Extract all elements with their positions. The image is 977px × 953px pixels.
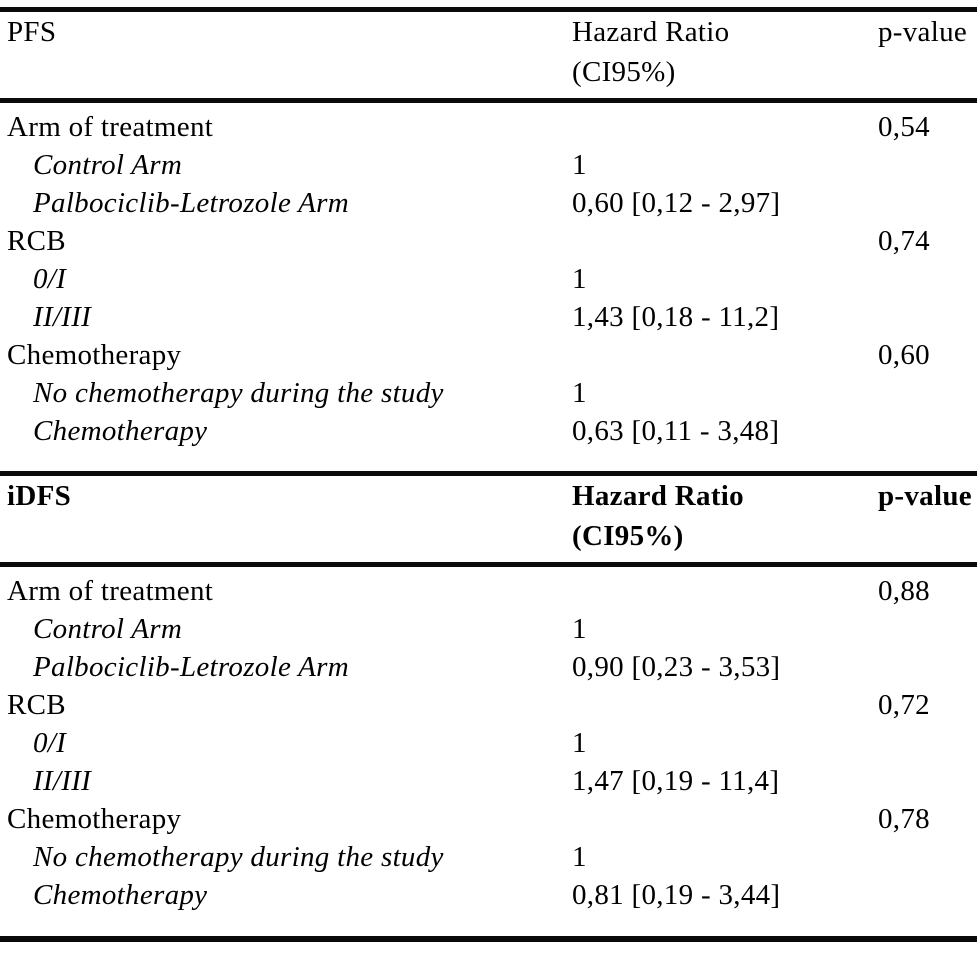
hazard-ratio-header-line1: Hazard Ratio [572, 480, 744, 512]
hazard-ratio-cell: 0,90 [0,23 - 3,53] [572, 651, 781, 683]
p-value-cell [878, 260, 977, 298]
table-row: Arm of treatment 0,54 [0, 108, 977, 146]
table-rule-pfs-header [0, 98, 977, 103]
hazard-ratio-cell [572, 222, 878, 260]
table-row: 0/I 1 [0, 260, 977, 298]
p-value-cell [878, 648, 977, 686]
section-pfs: PFS Hazard Ratio (CI95%) p-value Arm of … [0, 12, 977, 471]
row-label: RCB [7, 225, 66, 257]
hazard-ratio-cell: 1 [572, 727, 587, 759]
hazard-ratio-cell: 1 [572, 841, 587, 873]
idfs-header-row: iDFS Hazard Ratio (CI95%) p-value [0, 476, 977, 562]
p-value-cell [878, 146, 977, 184]
hazard-ratio-header-line2: (CI95%) [572, 56, 676, 88]
idfs-body: Arm of treatment 0,88 Control Arm 1 Palb… [0, 567, 977, 936]
hazard-ratio-cell [572, 800, 878, 838]
section-idfs: iDFS Hazard Ratio (CI95%) p-value Arm of… [0, 476, 977, 936]
row-label: 0/I [33, 263, 67, 295]
p-value-cell: 0,54 [878, 111, 930, 143]
hazard-ratio-header-line2: (CI95%) [572, 520, 684, 552]
table-row: RCB 0,74 [0, 222, 977, 260]
p-value-cell [878, 184, 977, 222]
idfs-header-hazard-ratio: Hazard Ratio (CI95%) [572, 476, 878, 556]
idfs-header-title: iDFS [7, 480, 72, 512]
row-label: Chemotherapy [33, 415, 208, 447]
p-value-cell [878, 876, 977, 914]
row-label: 0/I [33, 727, 67, 759]
hazard-ratio-cell: 1,47 [0,19 - 11,4] [572, 765, 780, 797]
table-row: Chemotherapy 0,78 [0, 800, 977, 838]
hazard-ratio-cell: 0,81 [0,19 - 3,44] [572, 879, 781, 911]
pfs-body: Arm of treatment 0,54 Control Arm 1 Palb… [0, 103, 977, 471]
p-value-cell: 0,60 [878, 339, 930, 371]
p-value-cell [878, 610, 977, 648]
hazard-ratio-cell [572, 686, 878, 724]
hazard-ratio-cell: 1 [572, 613, 587, 645]
row-label: Palbociclib-Letrozole Arm [33, 187, 349, 219]
table-row: Palbociclib-Letrozole Arm 0,60 [0,12 - 2… [0, 184, 977, 222]
row-label: Chemotherapy [7, 339, 182, 371]
table-row: No chemotherapy during the study 1 [0, 374, 977, 412]
row-label: RCB [7, 689, 66, 721]
table-row: Chemotherapy 0,60 [0, 336, 977, 374]
p-value-cell: 0,74 [878, 225, 930, 257]
table-row: Chemotherapy 0,63 [0,11 - 3,48] [0, 412, 977, 450]
hazard-ratio-cell: 0,60 [0,12 - 2,97] [572, 187, 781, 219]
table-rule-idfs-header [0, 562, 977, 567]
table-row: 0/I 1 [0, 724, 977, 762]
p-value-cell: 0,88 [878, 575, 930, 607]
table-rule-top [0, 7, 977, 12]
hazard-ratio-cell: 1 [572, 263, 587, 295]
p-value-cell [878, 374, 977, 412]
table-row: Control Arm 1 [0, 610, 977, 648]
p-value-cell [878, 412, 977, 450]
table-rule-idfs-top [0, 471, 977, 476]
hazard-ratio-cell [572, 572, 878, 610]
pfs-header-p-value: p-value [878, 16, 968, 48]
row-label: Palbociclib-Letrozole Arm [33, 651, 349, 683]
p-value-cell [878, 838, 977, 876]
hazard-ratio-cell: 0,63 [0,11 - 3,48] [572, 415, 780, 447]
p-value-cell: 0,72 [878, 689, 930, 721]
p-value-cell [878, 724, 977, 762]
row-label: Control Arm [33, 613, 183, 645]
row-label: No chemotherapy during the study [33, 841, 444, 873]
hazard-ratio-header-line1: Hazard Ratio [572, 16, 730, 48]
table-row: No chemotherapy during the study 1 [0, 838, 977, 876]
p-value-cell [878, 762, 977, 800]
row-label: Control Arm [33, 149, 183, 181]
p-value-cell [878, 298, 977, 336]
row-label: No chemotherapy during the study [33, 377, 444, 409]
table-row: RCB 0,72 [0, 686, 977, 724]
p-value-cell: 0,78 [878, 803, 930, 835]
pfs-header-title: PFS [7, 16, 57, 48]
table-row: Palbociclib-Letrozole Arm 0,90 [0,23 - 3… [0, 648, 977, 686]
table-row: II/III 1,43 [0,18 - 11,2] [0, 298, 977, 336]
table-row: Arm of treatment 0,88 [0, 572, 977, 610]
hazard-ratio-cell [572, 108, 878, 146]
row-label: Arm of treatment [7, 575, 214, 607]
row-label: Chemotherapy [33, 879, 208, 911]
table-row: II/III 1,47 [0,19 - 11,4] [0, 762, 977, 800]
row-label: II/III [33, 301, 92, 333]
row-label: II/III [33, 765, 92, 797]
hazard-ratio-cell: 1,43 [0,18 - 11,2] [572, 301, 780, 333]
hazard-ratio-cell: 1 [572, 377, 587, 409]
row-label: Chemotherapy [7, 803, 182, 835]
row-label: Arm of treatment [7, 111, 214, 143]
pfs-header-hazard-ratio: Hazard Ratio (CI95%) [572, 12, 878, 92]
table-rule-bottom [0, 936, 977, 942]
hazard-ratio-cell [572, 336, 878, 374]
pfs-header-row: PFS Hazard Ratio (CI95%) p-value [0, 12, 977, 98]
idfs-header-p-value: p-value [878, 480, 972, 512]
table-row: Chemotherapy 0,81 [0,19 - 3,44] [0, 876, 977, 914]
table-row: Control Arm 1 [0, 146, 977, 184]
hazard-ratio-cell: 1 [572, 149, 587, 181]
